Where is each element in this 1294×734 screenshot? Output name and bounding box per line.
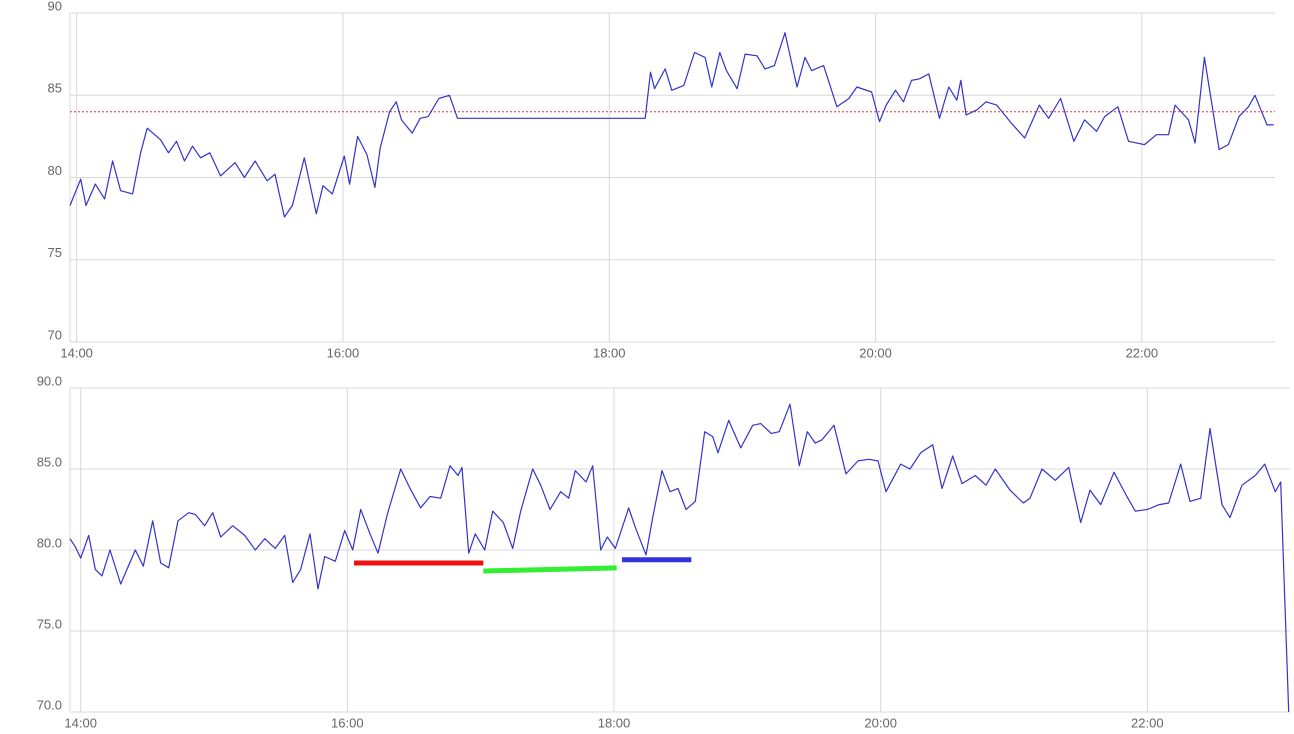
y-tick-label: 75.0 [37, 616, 62, 631]
y-tick-label: 80 [48, 163, 62, 178]
y-tick-label: 85.0 [37, 454, 62, 469]
data-line [69, 32, 1274, 218]
x-tick-label: 16:00 [331, 715, 364, 730]
y-tick-label: 70 [48, 327, 62, 342]
x-tick-label: 22:00 [1126, 345, 1159, 360]
y-tick-label: 75 [48, 245, 62, 260]
range-segment [483, 565, 617, 574]
x-tick-label: 16:00 [327, 345, 360, 360]
x-tick-label: 14:00 [64, 715, 97, 730]
y-tick-label: 80.0 [37, 535, 62, 550]
x-tick-label: 14:00 [60, 345, 93, 360]
y-tick-label: 90.0 [37, 373, 62, 388]
x-tick-label: 18:00 [593, 345, 626, 360]
x-tick-label: 22:00 [1131, 715, 1164, 730]
x-tick-label: 20:00 [864, 715, 897, 730]
y-tick-label: 90 [48, 0, 62, 13]
x-tick-label: 18:00 [598, 715, 631, 730]
data-line [69, 403, 1290, 713]
y-tick-label: 70.0 [37, 697, 62, 712]
y-tick-label: 85 [48, 81, 62, 96]
x-tick-label: 20:00 [859, 345, 892, 360]
